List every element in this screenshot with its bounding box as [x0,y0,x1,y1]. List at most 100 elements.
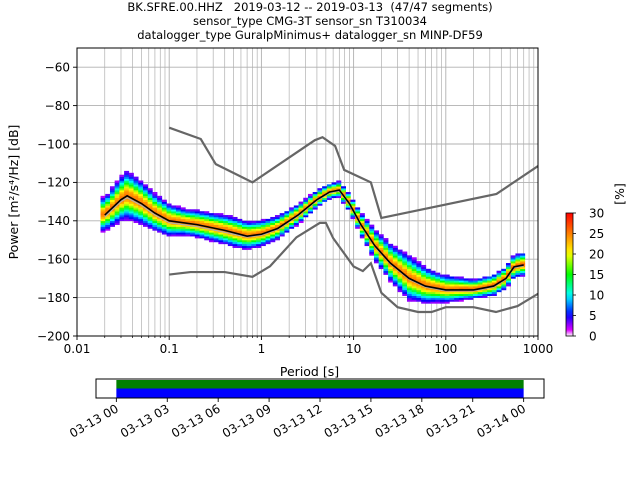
density-cell [128,186,134,189]
density-cell [359,232,365,235]
density-cell [364,222,370,225]
density-cell [180,209,186,212]
density-cell [171,207,177,210]
density-cell [232,234,238,237]
density-cell [284,211,290,214]
density-cell [468,280,474,283]
density-cell [402,261,408,264]
density-cell [505,280,511,283]
density-cell [147,190,153,193]
density-cell [383,264,389,268]
density-cell [142,188,148,191]
density-cell [425,270,431,273]
density-cell [105,205,111,208]
density-cell [416,291,422,295]
density-cell [166,211,172,214]
density-cell [175,232,181,235]
density-cell [378,234,384,237]
density-cell [402,251,408,254]
density-cell [383,251,389,254]
density-cell [430,299,436,302]
density-cell [326,195,332,199]
density-cell [458,288,464,291]
density-cell [406,272,412,275]
density-cell [425,284,431,287]
density-cell [128,172,134,176]
density-cell [152,207,158,210]
density-cell [458,286,464,289]
density-cell [227,228,233,231]
density-cell [397,261,403,264]
density-cell [383,261,389,264]
density-cell [152,218,158,222]
density-cell [142,195,148,199]
density-cell [421,282,427,285]
density-cell [439,295,445,298]
density-cell [260,220,266,224]
density-cell [496,288,502,291]
density-cell [218,218,224,222]
density-cell [124,184,130,187]
density-cell [199,232,205,235]
density-cell [425,295,431,298]
density-cell [185,220,191,224]
density-cell [463,293,469,296]
density-cell [491,293,497,296]
density-cell [430,272,436,275]
density-cell [204,215,210,218]
density-cell [416,261,422,264]
density-cell [307,193,313,197]
density-cell [388,247,394,250]
density-cell [204,222,210,225]
density-cell [246,243,252,247]
density-cell [298,201,304,204]
density-cell [109,220,115,224]
density-cell [232,245,238,248]
density-cell [458,280,464,283]
density-cell [430,289,436,293]
density-cell [114,186,120,189]
density-cell [392,249,398,252]
density-cell [402,255,408,258]
timeline-tick-label: 03-13 03 [118,401,172,440]
density-cell [397,276,403,279]
density-cell [406,299,412,302]
density-cell [279,234,285,237]
density-cell [100,203,106,206]
density-cell [251,240,257,243]
density-cell [364,243,370,247]
density-cell [161,232,167,235]
density-cell [397,253,403,256]
density-cell [510,255,516,258]
density-cell [274,215,280,218]
density-cell [510,263,516,266]
density-cell [190,228,196,231]
density-cell [152,213,158,216]
density-cell [241,230,247,233]
density-cell [124,180,130,183]
density-cell [119,190,125,193]
density-cell [388,253,394,256]
density-cell [251,226,257,229]
density-cell [256,230,262,233]
density-cell [373,232,379,235]
density-cell [289,220,295,224]
density-cell [430,293,436,296]
density-cell [213,222,219,225]
density-cell [369,234,375,237]
density-cell [444,293,450,296]
density-cell [152,193,158,197]
density-cell [161,205,167,208]
density-cell [402,276,408,279]
density-cell [279,232,285,235]
density-cell [322,192,328,195]
density-cell [411,272,417,275]
density-cell [138,184,144,187]
density-cell [388,268,394,272]
density-cell [355,222,361,225]
density-cell [378,257,384,260]
density-cell [124,201,130,204]
density-cell [171,224,177,227]
density-cell [496,270,502,273]
density-cell [392,276,398,279]
